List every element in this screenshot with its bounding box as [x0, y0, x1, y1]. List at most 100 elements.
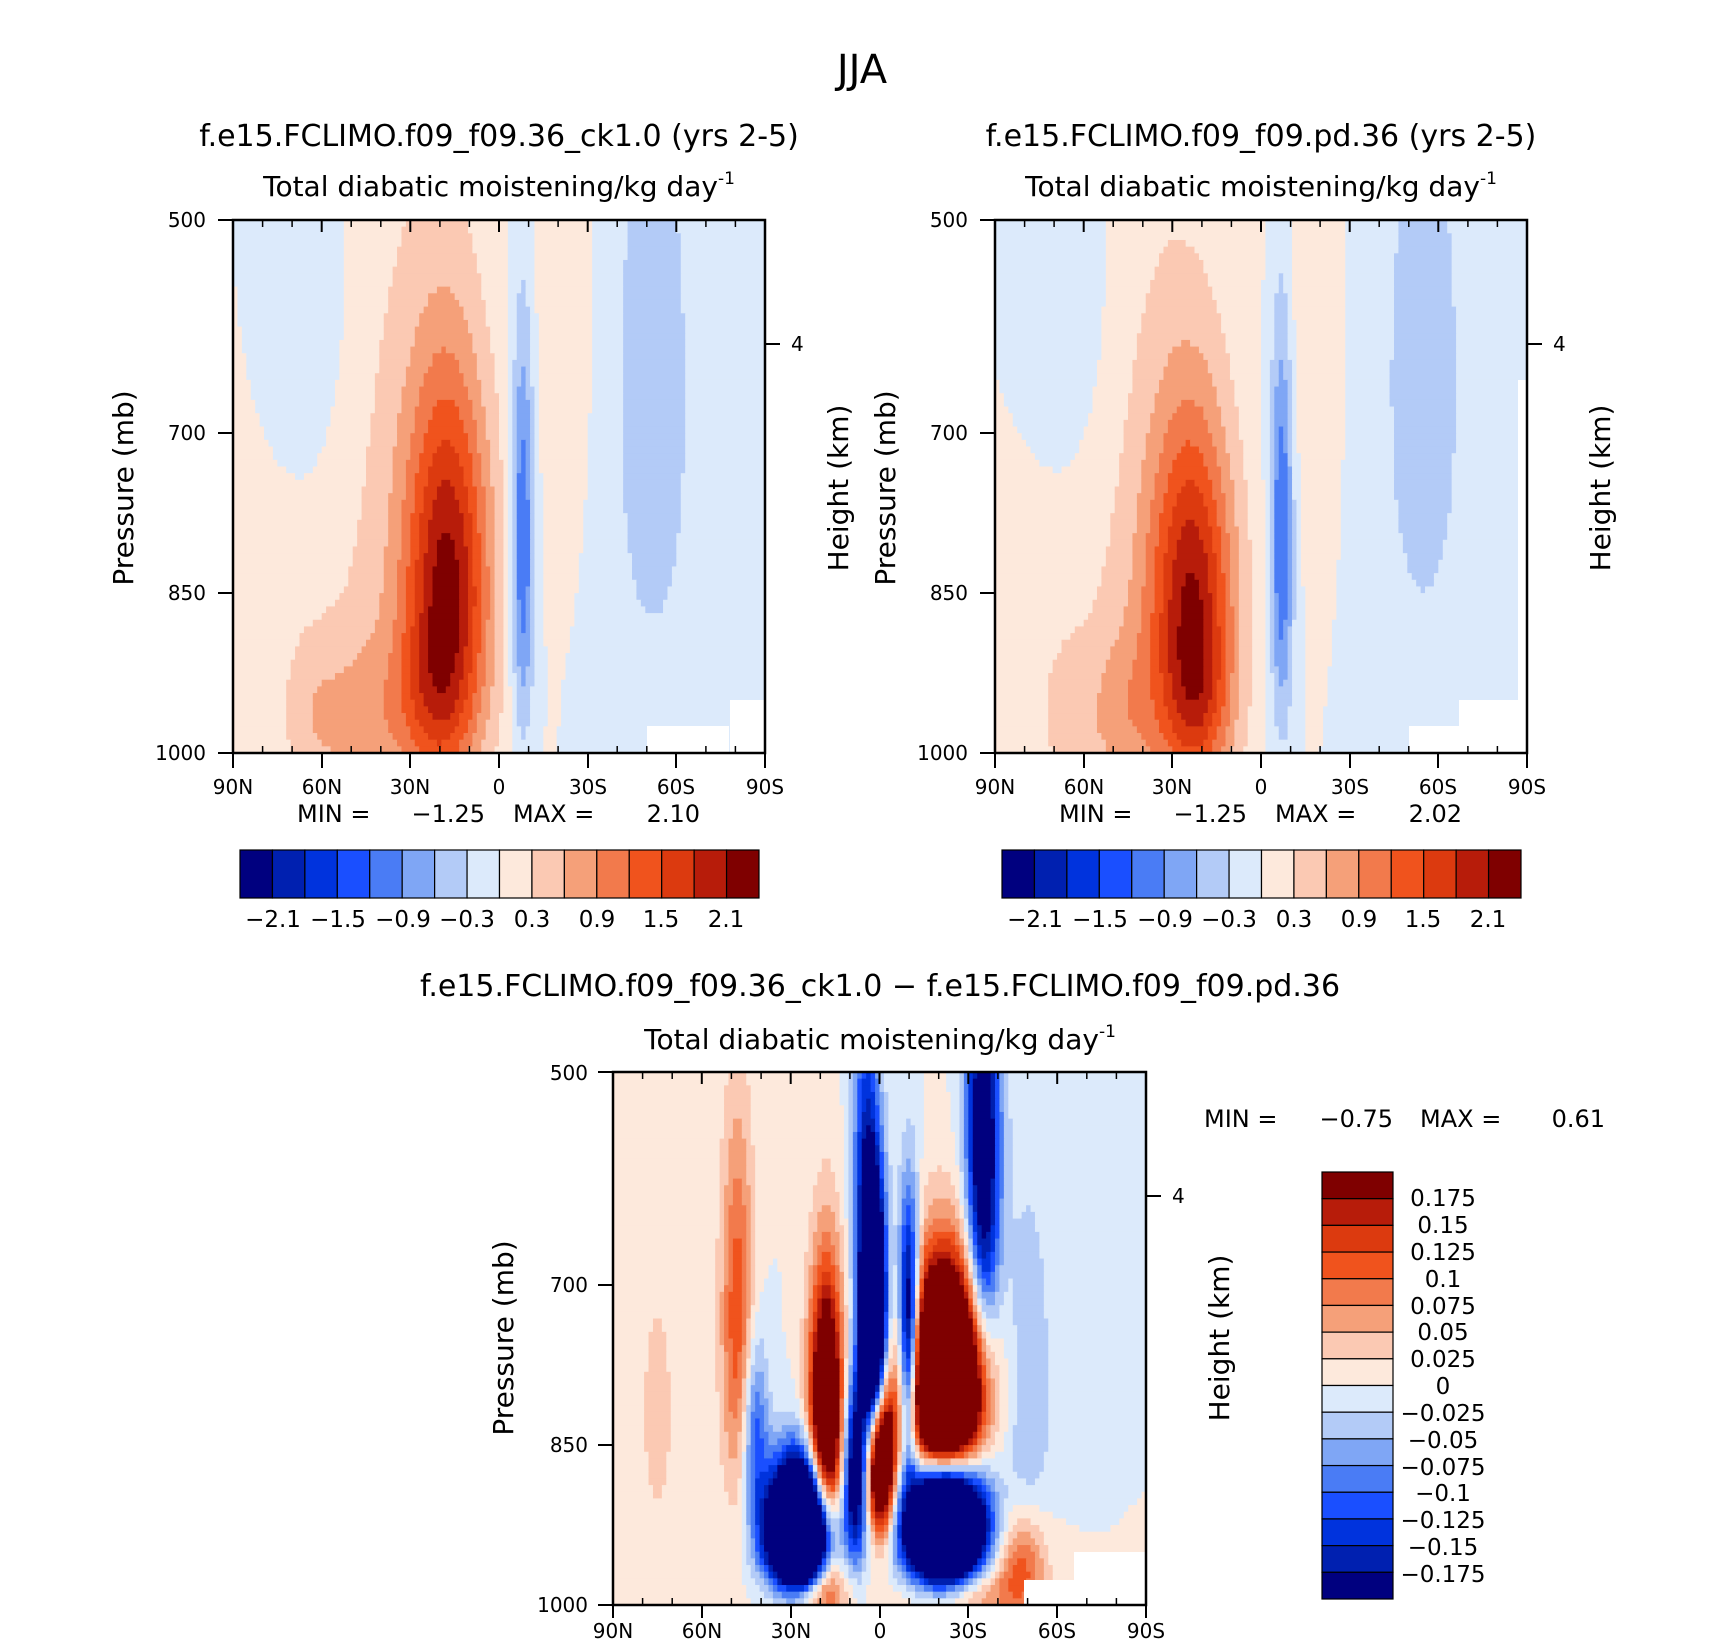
- heatmap-cell: [915, 1285, 921, 1293]
- heatmap-cell: [839, 1098, 849, 1106]
- heatmap-cell: [507, 599, 513, 608]
- heatmap-cell: [995, 313, 1102, 321]
- heatmap-cell: [623, 359, 686, 368]
- heatmap-cell: [821, 1278, 832, 1286]
- heatmap-cell: [972, 1298, 978, 1306]
- heatmap-cell: [507, 459, 513, 468]
- heatmap-cell: [1247, 733, 1267, 741]
- heatmap-cell: [906, 1285, 912, 1293]
- heatmap-cell: [915, 1298, 921, 1306]
- heatmap-cell: [383, 566, 398, 574]
- heatmap-cell: [1287, 519, 1293, 528]
- heatmap-cell: [897, 1358, 903, 1366]
- heatmap-cell: [613, 1158, 721, 1166]
- heatmap-cell: [644, 1385, 672, 1393]
- heatmap-cell: [401, 693, 411, 701]
- heatmap-cell: [848, 1118, 854, 1126]
- heatmap-cell: [728, 1358, 734, 1366]
- heatmap-cell: [459, 613, 469, 621]
- heatmap-cell: [1083, 619, 1125, 628]
- heatmap-cell: [1292, 393, 1298, 401]
- heatmap-cell: [680, 266, 765, 274]
- heatmap-cell: [892, 1285, 898, 1293]
- heatmap-cell: [808, 1265, 814, 1273]
- heatmap-cell: [910, 1398, 916, 1406]
- heatmap-cell: [516, 633, 531, 641]
- heatmap-cell: [994, 1185, 1001, 1193]
- heatmap-cell: [233, 413, 261, 421]
- heatmap-cell: [990, 1238, 996, 1246]
- heatmap-cell: [494, 613, 505, 621]
- heatmap-cell: [481, 386, 496, 394]
- heatmap-cell: [897, 1391, 903, 1400]
- heatmap-cell: [481, 559, 487, 568]
- heatmap-cell: [995, 266, 1107, 274]
- heatmap-cell: [1438, 559, 1527, 568]
- heatmap-cell: [835, 1351, 841, 1360]
- heatmap-cell: [233, 646, 296, 654]
- heatmap-cell: [685, 366, 765, 374]
- heatmap-cell: [750, 1365, 770, 1373]
- heatmap-cell: [366, 479, 394, 488]
- heatmap-cell: [1234, 493, 1249, 501]
- heatmap-cell: [290, 746, 332, 753]
- heatmap-cell: [995, 413, 1014, 421]
- heatmap-cell: [977, 1072, 992, 1080]
- heatmap-cell: [1331, 639, 1527, 647]
- heatmap-cell: [321, 679, 385, 687]
- heatmap-cell: [995, 566, 1102, 574]
- heatmap-cell: [578, 566, 633, 574]
- heatmap-cell: [963, 1072, 969, 1080]
- heatmap-cells: [995, 220, 1527, 753]
- heatmap-cell: [897, 1298, 903, 1306]
- heatmap-cell: [516, 526, 531, 534]
- heatmap-cell: [861, 1091, 876, 1100]
- heatmap-cell: [915, 1405, 921, 1413]
- heatmap-cell: [299, 633, 372, 641]
- heatmap-cell: [994, 1285, 1001, 1293]
- heatmap-cell: [1394, 419, 1457, 428]
- variable-name: Total diabatic moistening: [1024, 170, 1376, 203]
- heatmap-cell: [995, 733, 1049, 741]
- heatmap-cell: [786, 1345, 801, 1353]
- heatmap-cell: [481, 533, 487, 541]
- heatmap-cell: [401, 539, 411, 548]
- heatmap-cell: [507, 306, 518, 314]
- heatmap-cell: [741, 1378, 747, 1386]
- heatmap-cell: [397, 439, 411, 448]
- heatmap-cell: [685, 466, 765, 474]
- heatmap-cell: [995, 739, 1049, 747]
- heatmap-cell: [578, 573, 633, 581]
- heatmap-cell: [843, 1231, 850, 1240]
- heatmap-cell: [959, 1138, 965, 1146]
- heatmap-cell: [1287, 719, 1306, 727]
- heatmap-cell: [1159, 379, 1213, 388]
- heatmap-cell: [897, 1258, 903, 1266]
- heatmap-cell: [1159, 726, 1173, 734]
- heatmap-cell: [741, 1338, 747, 1346]
- heatmap-cell: [388, 499, 403, 508]
- heatmap-cell: [1003, 1231, 1040, 1240]
- heatmap-cell: [507, 359, 513, 368]
- heatmap-cell: [613, 1311, 716, 1320]
- heatmap-cell: [986, 1398, 992, 1406]
- heatmap-cell: [812, 1251, 818, 1260]
- heatmap-cell: [1150, 746, 1173, 753]
- heatmap-cell: [1274, 399, 1289, 408]
- heatmap-cell: [959, 1105, 965, 1113]
- heatmap-cell: [919, 1338, 974, 1346]
- heatmap-cell: [1451, 253, 1527, 261]
- heatmap-cell: [592, 286, 624, 294]
- heatmap-cell: [503, 679, 509, 687]
- heatmap-cell: [755, 1198, 814, 1206]
- heatmap-cell: [1212, 493, 1227, 501]
- heatmap-cell: [321, 613, 380, 621]
- heatmap-cell: [875, 1118, 881, 1126]
- heatmap-cell: [543, 593, 575, 601]
- heatmap-cell: [414, 593, 425, 601]
- heatmap-cell: [1167, 533, 1182, 541]
- heatmap-cell: [1442, 553, 1527, 561]
- heatmap-cell: [410, 639, 420, 647]
- heatmap-cell: [1274, 453, 1280, 461]
- heatmap-cell: [919, 1278, 925, 1286]
